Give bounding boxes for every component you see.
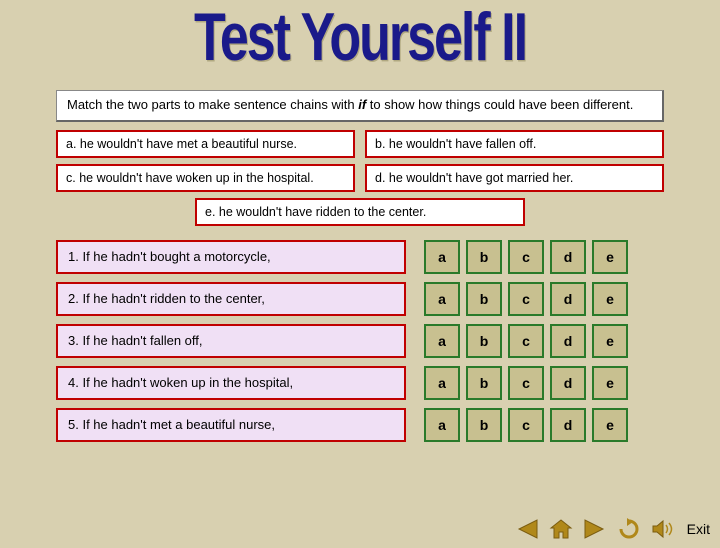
question-text: 4. If he hadn't woken up in the hospital… [56, 366, 406, 400]
choice-button[interactable]: a [424, 282, 460, 316]
question-row: 3. If he hadn't fallen off, abcde [56, 324, 664, 358]
choice-button[interactable]: b [466, 408, 502, 442]
question-row: 4. If he hadn't woken up in the hospital… [56, 366, 664, 400]
instruction-box: Match the two parts to make sentence cha… [56, 90, 664, 122]
question-choices: abcde [424, 324, 628, 358]
choice-button[interactable]: d [550, 324, 586, 358]
choice-button[interactable]: c [508, 324, 544, 358]
home-icon[interactable] [547, 516, 575, 542]
choice-button[interactable]: b [466, 324, 502, 358]
question-choices: abcde [424, 408, 628, 442]
choice-button[interactable]: e [592, 240, 628, 274]
option-b: b. he wouldn't have fallen off. [365, 130, 664, 158]
choice-button[interactable]: e [592, 408, 628, 442]
choice-button[interactable]: c [508, 240, 544, 274]
choice-button[interactable]: d [550, 408, 586, 442]
choice-button[interactable]: b [466, 240, 502, 274]
sound-icon[interactable] [649, 516, 677, 542]
choice-button[interactable]: a [424, 324, 460, 358]
choice-button[interactable]: c [508, 366, 544, 400]
choice-button[interactable]: a [424, 240, 460, 274]
question-choices: abcde [424, 282, 628, 316]
choice-button[interactable]: d [550, 366, 586, 400]
option-a: a. he wouldn't have met a beautiful nurs… [56, 130, 355, 158]
choice-button[interactable]: a [424, 408, 460, 442]
prev-icon[interactable] [513, 516, 541, 542]
options-row-1: a. he wouldn't have met a beautiful nurs… [56, 130, 664, 158]
choice-button[interactable]: c [508, 408, 544, 442]
reload-icon[interactable] [615, 516, 643, 542]
option-c: c. he wouldn't have woken up in the hosp… [56, 164, 355, 192]
question-text: 1. If he hadn't bought a motorcycle, [56, 240, 406, 274]
options-row-2: c. he wouldn't have woken up in the hosp… [56, 164, 664, 192]
choice-button[interactable]: e [592, 324, 628, 358]
choice-button[interactable]: b [466, 366, 502, 400]
nav-bar: Exit [513, 516, 710, 542]
page-title: Test Yourself II [0, 0, 720, 77]
questions-container: 1. If he hadn't bought a motorcycle,abcd… [56, 240, 664, 442]
instruction-pre: Match the two parts to make sentence cha… [67, 97, 358, 112]
choice-button[interactable]: d [550, 282, 586, 316]
choice-button[interactable]: c [508, 282, 544, 316]
option-e: e. he wouldn't have ridden to the center… [195, 198, 525, 226]
question-text: 2. If he hadn't ridden to the center, [56, 282, 406, 316]
choice-button[interactable]: e [592, 366, 628, 400]
instruction-post: to show how things could have been diffe… [366, 97, 633, 112]
question-choices: abcde [424, 240, 628, 274]
question-row: 1. If he hadn't bought a motorcycle, abcd… [56, 240, 664, 274]
question-row: 5. If he hadn't met a beautiful nurse, ab… [56, 408, 664, 442]
choice-button[interactable]: b [466, 282, 502, 316]
question-text: 5. If he hadn't met a beautiful nurse, [56, 408, 406, 442]
instruction-if: if [358, 97, 366, 112]
question-row: 2. If he hadn't ridden to the center, abc… [56, 282, 664, 316]
question-choices: abcde [424, 366, 628, 400]
choice-button[interactable]: d [550, 240, 586, 274]
option-d: d. he wouldn't have got married her. [365, 164, 664, 192]
next-icon[interactable] [581, 516, 609, 542]
exit-button[interactable]: Exit [687, 521, 710, 537]
choice-button[interactable]: a [424, 366, 460, 400]
choice-button[interactable]: e [592, 282, 628, 316]
question-text: 3. If he hadn't fallen off, [56, 324, 406, 358]
